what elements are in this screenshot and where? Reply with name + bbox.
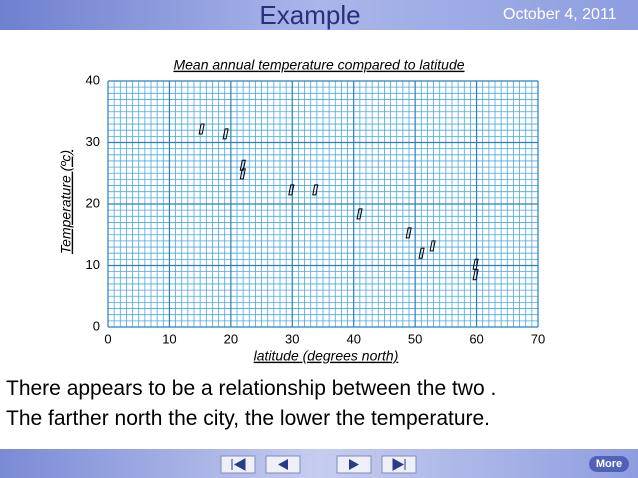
x-tick-label: 40 — [346, 331, 360, 346]
point — [312, 184, 319, 196]
body-text: There appears to be a relationship betwe… — [6, 374, 496, 434]
slide-title: Example — [259, 0, 361, 30]
y-axis-label: Temperature (ºc) — [58, 150, 74, 254]
point — [418, 247, 425, 259]
x-tick-label: 20 — [224, 331, 238, 346]
point — [472, 269, 479, 281]
point — [405, 227, 412, 239]
point — [198, 123, 205, 135]
body-line: The farther north the city, the lower th… — [6, 407, 491, 430]
y-tick-label: 30 — [86, 134, 100, 149]
top-bar — [0, 0, 638, 30]
point — [239, 168, 246, 180]
y-tick-label: 20 — [86, 195, 100, 210]
point — [288, 184, 295, 196]
chart: Mean annual temperature compared to lati… — [58, 57, 546, 364]
point — [356, 208, 363, 220]
more-button[interactable]: More — [589, 456, 629, 472]
x-tick-label: 30 — [285, 331, 299, 346]
chart-title: Mean annual temperature compared to lati… — [173, 57, 464, 73]
x-tick-label: 60 — [469, 331, 483, 346]
x-tick-label: 50 — [408, 331, 422, 346]
y-tick-label: 0 — [93, 318, 100, 333]
point — [222, 128, 229, 140]
y-tick-label: 40 — [86, 72, 100, 87]
x-tick-label: 70 — [531, 331, 545, 346]
body-line: There appears to be a relationship betwe… — [6, 377, 497, 400]
y-tick-label: 10 — [86, 257, 100, 272]
point — [429, 240, 436, 252]
x-tick-label: 10 — [162, 331, 176, 346]
x-axis-label: latitude (degrees north) — [254, 348, 399, 364]
slide-date: October 4, 2011 — [503, 6, 617, 23]
bottom-bar — [0, 449, 638, 478]
x-tick-label: 0 — [104, 331, 111, 346]
